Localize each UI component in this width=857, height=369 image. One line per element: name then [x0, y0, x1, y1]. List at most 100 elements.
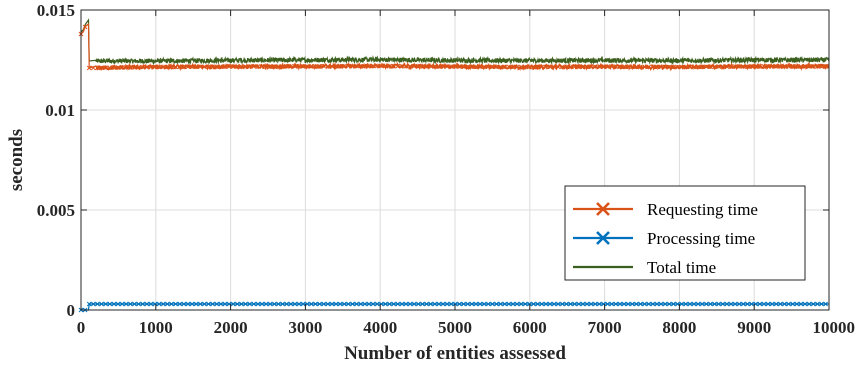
- data-point-marker: [329, 63, 335, 69]
- data-point-marker: [720, 64, 726, 70]
- data-point-marker: [189, 64, 195, 70]
- data-point-marker: [304, 301, 310, 307]
- data-point-marker: [103, 65, 109, 71]
- data-point-marker: [115, 65, 121, 70]
- data-point-marker: [465, 64, 471, 70]
- data-point-marker: [613, 301, 619, 307]
- data-point-marker: [214, 301, 220, 307]
- data-point-marker: [432, 64, 438, 69]
- data-point-marker: [206, 64, 211, 70]
- data-point-marker: [531, 64, 536, 70]
- data-point-marker: [745, 301, 750, 307]
- data-point-marker: [675, 301, 680, 307]
- data-point-marker: [477, 64, 483, 70]
- data-point-marker: [666, 301, 672, 307]
- data-point-marker: [313, 63, 318, 69]
- data-point-marker: [399, 63, 405, 69]
- data-point-marker: [502, 64, 508, 70]
- legend-entries: Requesting time Processing time Total time: [573, 200, 758, 277]
- series-markers-0: [78, 24, 828, 71]
- data-point-marker: [86, 301, 92, 307]
- data-point-marker: [210, 64, 216, 70]
- data-point-marker: [333, 301, 339, 307]
- data-point-marker: [679, 301, 684, 307]
- data-point-marker: [720, 301, 726, 307]
- data-point-marker: [111, 65, 117, 70]
- data-point-marker: [123, 301, 129, 307]
- data-point-marker: [128, 65, 133, 70]
- data-point-marker: [255, 64, 261, 69]
- data-point-marker: [650, 64, 656, 70]
- data-point-marker: [773, 64, 779, 69]
- data-point-marker: [325, 63, 331, 69]
- data-point-marker: [650, 301, 656, 307]
- data-point-marker: [531, 301, 536, 307]
- data-point-marker: [634, 301, 639, 307]
- data-point-marker: [276, 301, 281, 307]
- data-point-marker: [403, 301, 409, 307]
- data-point-marker: [284, 301, 290, 307]
- data-point-marker: [280, 301, 285, 307]
- x-tick-label: 9000: [737, 318, 771, 337]
- data-point-marker: [539, 301, 545, 307]
- data-point-marker: [819, 301, 824, 307]
- data-point-marker: [609, 301, 615, 307]
- data-point-marker: [518, 64, 524, 70]
- data-point-marker: [202, 301, 207, 307]
- data-point-marker: [436, 64, 442, 69]
- data-point-marker: [638, 64, 643, 70]
- legend-label: Processing time: [647, 229, 755, 248]
- data-point-marker: [197, 64, 203, 70]
- data-point-marker: [481, 64, 487, 70]
- series-markers-1: [78, 301, 828, 313]
- data-point-marker: [387, 301, 392, 307]
- data-point-marker: [346, 63, 351, 69]
- data-point-marker: [160, 64, 166, 70]
- data-point-marker: [128, 301, 133, 307]
- data-point-marker: [358, 301, 364, 307]
- data-point-marker: [346, 301, 351, 307]
- data-point-marker: [243, 301, 248, 307]
- data-point-marker: [724, 301, 730, 307]
- data-point-marker: [156, 64, 162, 70]
- data-point-marker: [267, 64, 273, 69]
- data-point-marker: [580, 301, 586, 307]
- data-point-marker: [304, 64, 310, 69]
- data-point-marker: [140, 64, 146, 70]
- data-point-marker: [621, 301, 627, 307]
- data-point-marker: [576, 64, 582, 70]
- data-point-marker: [687, 301, 693, 307]
- x-tick-label: 7000: [588, 318, 622, 337]
- data-point-marker: [370, 63, 376, 69]
- data-point-marker: [712, 64, 717, 70]
- data-point-marker: [498, 301, 503, 307]
- data-point-marker: [815, 301, 820, 307]
- data-point-marker: [757, 64, 763, 69]
- data-point-marker: [514, 301, 520, 307]
- data-point-marker: [691, 301, 697, 307]
- data-point-marker: [234, 301, 240, 307]
- data-point-marker: [415, 63, 421, 69]
- data-point-marker: [494, 64, 499, 70]
- data-point-marker: [782, 64, 787, 69]
- data-point-marker: [230, 64, 236, 69]
- data-point-marker: [226, 64, 232, 69]
- data-point-marker: [391, 301, 397, 307]
- data-point-marker: [662, 64, 668, 70]
- data-point-marker: [724, 64, 730, 69]
- data-point-marker: [288, 64, 294, 69]
- data-point-marker: [658, 64, 664, 70]
- data-point-marker: [629, 301, 635, 307]
- data-point-marker: [86, 65, 92, 71]
- data-point-marker: [230, 301, 236, 307]
- data-point-marker: [107, 301, 113, 307]
- data-point-marker: [786, 301, 791, 307]
- data-point-marker: [136, 64, 141, 70]
- data-point-marker: [288, 301, 294, 307]
- data-point-marker: [272, 64, 277, 69]
- data-point-marker: [411, 301, 417, 307]
- axis-ticks: 0 1000 2000 3000 4000 5000 6000 7000 8000 9000 100…: [37, 1, 855, 337]
- data-point-marker: [202, 64, 207, 70]
- data-point-marker: [547, 301, 553, 307]
- data-point-marker: [407, 63, 413, 69]
